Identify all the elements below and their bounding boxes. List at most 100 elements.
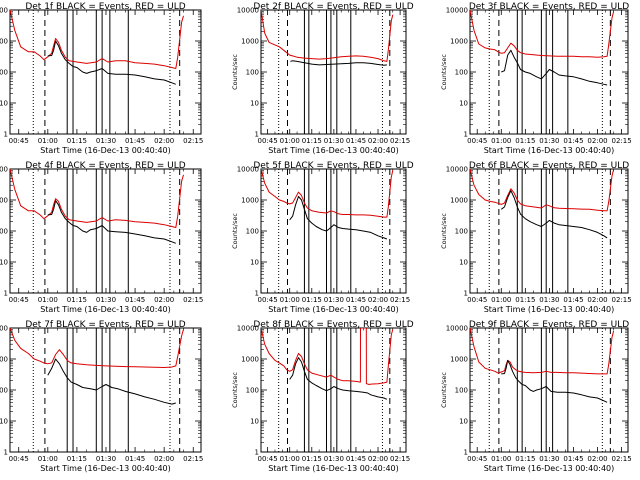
x-tick-label: 01:00 bbox=[38, 455, 58, 463]
y-tick-label: 10000 bbox=[0, 325, 8, 333]
panel-det-9: Det 9f BLACK = Events, RED = ULD 1 10 100 10… bbox=[440, 320, 632, 473]
panel-det-1: Det 1f BLACK = Events, RED = ULD 1 10 100 10… bbox=[0, 2, 203, 155]
y-tick-label: 100 bbox=[0, 387, 8, 395]
x-tick-label: 01:15 bbox=[302, 455, 322, 463]
events-series-line bbox=[47, 40, 176, 85]
y-tick-label: 1000 bbox=[450, 356, 468, 364]
uld-series-line bbox=[470, 328, 615, 375]
panel-det-2: Det 2f BLACK = Events, RED = ULD 1 10 100 10… bbox=[231, 2, 414, 155]
y-tick-label: 1 bbox=[464, 449, 468, 457]
y-tick-label: 1 bbox=[255, 131, 259, 139]
panel-det-5: Det 5f BLACK = Events, RED = ULD 1 10 100 10… bbox=[231, 161, 414, 314]
uld-series-line bbox=[470, 169, 615, 212]
y-axis-label: Counts/sec bbox=[231, 54, 239, 90]
x-tick-label: 01:15 bbox=[515, 137, 535, 145]
x-tick-label: 01:30 bbox=[324, 137, 344, 145]
events-series-line bbox=[289, 357, 388, 400]
x-tick-label: 01:30 bbox=[539, 137, 559, 145]
y-tick-label: 10 bbox=[250, 259, 259, 267]
y-tick-label: 100 bbox=[0, 228, 8, 236]
x-tick-label: 01:45 bbox=[563, 296, 583, 304]
x-tick-label: 01:45 bbox=[563, 455, 583, 463]
panel-title: Det 8f BLACK = Events, RED = ULD bbox=[253, 320, 413, 330]
x-axis-label: Start Time (16-Dec-13 00:40:40) bbox=[268, 305, 399, 314]
x-tick-label: 02:15 bbox=[183, 455, 203, 463]
x-tick-label: 01:30 bbox=[96, 455, 116, 463]
y-tick-label: 1000 bbox=[0, 197, 8, 205]
y-tick-label: 1 bbox=[464, 131, 468, 139]
x-tick-label: 02:15 bbox=[611, 455, 631, 463]
panel-det-8: Det 8f BLACK = Events, RED = ULD 1 10 100 10… bbox=[231, 320, 414, 473]
x-tick-label: 02:00 bbox=[587, 137, 607, 145]
y-tick-label: 10000 bbox=[446, 7, 468, 15]
y-tick-label: 1 bbox=[255, 449, 259, 457]
y-tick-label: 1000 bbox=[450, 38, 468, 46]
uld-series-line bbox=[261, 10, 394, 62]
x-tick-label: 01:30 bbox=[324, 455, 344, 463]
y-tick-label: 10000 bbox=[237, 7, 259, 15]
y-tick-label: 10000 bbox=[237, 325, 259, 333]
y-axis-label: Counts/sec bbox=[231, 372, 239, 408]
x-tick-label: 01:00 bbox=[280, 296, 300, 304]
y-axis-label: Counts/sec bbox=[440, 54, 448, 90]
y-tick-label: 1 bbox=[4, 449, 8, 457]
uld-series-line bbox=[261, 328, 394, 385]
x-tick-label: 01:15 bbox=[302, 296, 322, 304]
x-tick-label: 00:45 bbox=[467, 296, 487, 304]
y-tick-label: 1 bbox=[255, 290, 259, 298]
events-series-line bbox=[289, 196, 388, 240]
y-tick-label: 10000 bbox=[446, 166, 468, 174]
y-axis-label: Counts/sec bbox=[440, 213, 448, 249]
x-tick-label: 01:15 bbox=[515, 455, 535, 463]
x-tick-label: 01:45 bbox=[346, 455, 366, 463]
x-tick-label: 02:00 bbox=[154, 455, 174, 463]
x-tick-label: 00:45 bbox=[9, 296, 29, 304]
y-tick-label: 100 bbox=[455, 387, 468, 395]
y-tick-label: 1000 bbox=[241, 197, 259, 205]
events-series-line bbox=[47, 200, 176, 244]
x-tick-label: 01:15 bbox=[515, 296, 535, 304]
x-axis-label: Start Time (16-Dec-13 00:40:40) bbox=[484, 305, 615, 314]
y-tick-label: 1 bbox=[4, 290, 8, 298]
x-tick-label: 01:45 bbox=[346, 296, 366, 304]
uld-series-line bbox=[261, 169, 394, 218]
y-tick-label: 10 bbox=[459, 418, 468, 426]
y-tick-label: 1000 bbox=[450, 197, 468, 205]
x-tick-label: 01:15 bbox=[67, 296, 87, 304]
x-tick-label: 01:00 bbox=[491, 455, 511, 463]
x-axis-label: Start Time (16-Dec-13 00:40:40) bbox=[484, 146, 615, 155]
x-tick-label: 01:15 bbox=[67, 455, 87, 463]
x-tick-label: 01:30 bbox=[324, 296, 344, 304]
y-tick-label: 100 bbox=[246, 69, 259, 77]
plot-frame bbox=[260, 327, 407, 453]
x-tick-label: 01:45 bbox=[563, 137, 583, 145]
y-axis-label: Counts/sec bbox=[231, 213, 239, 249]
x-tick-label: 02:00 bbox=[587, 296, 607, 304]
panel-title: Det 1f BLACK = Events, RED = ULD bbox=[25, 2, 185, 12]
panel-title: Det 7f BLACK = Events, RED = ULD bbox=[25, 320, 185, 330]
panel-title: Det 2f BLACK = Events, RED = ULD bbox=[253, 2, 413, 12]
x-tick-label: 02:15 bbox=[390, 455, 410, 463]
uld-series-line bbox=[10, 10, 184, 69]
plot-frame bbox=[469, 9, 629, 135]
panel-det-4: Det 4f BLACK = Events, RED = ULD 1 10 100 10… bbox=[0, 161, 203, 314]
y-tick-label: 100 bbox=[0, 69, 8, 77]
x-tick-label: 01:45 bbox=[125, 455, 145, 463]
events-series-line bbox=[501, 359, 608, 403]
x-tick-label: 02:15 bbox=[390, 137, 410, 145]
x-tick-label: 02:00 bbox=[368, 296, 388, 304]
uld-series-line bbox=[10, 169, 184, 228]
x-tick-label: 00:45 bbox=[9, 137, 29, 145]
x-tick-label: 01:30 bbox=[96, 137, 116, 145]
x-tick-label: 01:00 bbox=[38, 137, 58, 145]
x-axis-label: Start Time (16-Dec-13 00:40:40) bbox=[268, 146, 399, 155]
x-tick-label: 00:45 bbox=[258, 455, 278, 463]
x-axis-label: Start Time (16-Dec-13 00:40:40) bbox=[40, 146, 171, 155]
y-tick-label: 100 bbox=[246, 387, 259, 395]
x-tick-label: 01:30 bbox=[539, 455, 559, 463]
panel-title: Det 9f BLACK = Events, RED = ULD bbox=[469, 320, 629, 330]
y-tick-label: 10 bbox=[0, 259, 8, 267]
y-tick-label: 10000 bbox=[237, 166, 259, 174]
x-tick-label: 01:00 bbox=[280, 137, 300, 145]
